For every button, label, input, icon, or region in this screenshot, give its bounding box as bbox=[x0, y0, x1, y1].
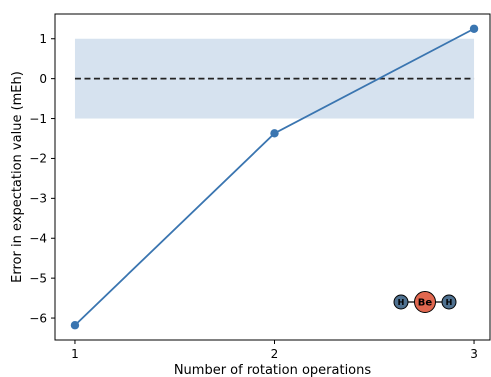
atom-h bbox=[393, 294, 409, 310]
y-tick-label: −6 bbox=[29, 311, 47, 325]
x-tick-label: 1 bbox=[71, 347, 79, 361]
atom-label: H bbox=[398, 298, 405, 307]
x-tick-label: 3 bbox=[470, 347, 478, 361]
axes-layer: 1 0 −1 −2 −3 −4 −5 −6 1 2 3 bbox=[29, 13, 491, 361]
data-point bbox=[469, 24, 479, 33]
plot-frame bbox=[54, 13, 491, 341]
data-point bbox=[70, 321, 80, 330]
atom-be bbox=[414, 291, 436, 313]
y-tick-label: −1 bbox=[29, 112, 47, 126]
data-point bbox=[270, 129, 279, 138]
y-tick-label: −5 bbox=[29, 271, 47, 285]
molecule-inset: H Be H bbox=[393, 291, 457, 313]
y-tick-label: −4 bbox=[29, 232, 47, 246]
atom-label: H bbox=[446, 298, 453, 307]
x-tick-label: 2 bbox=[271, 347, 279, 361]
series-layer bbox=[70, 24, 479, 330]
y-tick-label: −2 bbox=[29, 152, 47, 166]
y-tick-label: −3 bbox=[29, 192, 47, 206]
atom-h bbox=[441, 294, 457, 310]
y-tick-label: 1 bbox=[39, 32, 47, 46]
y-tick-label: 0 bbox=[39, 72, 47, 86]
y-axis-label: Error in expectation value (mEh) bbox=[10, 71, 25, 283]
x-axis-label: Number of rotation operations bbox=[174, 363, 372, 377]
atom-label: Be bbox=[418, 298, 433, 309]
